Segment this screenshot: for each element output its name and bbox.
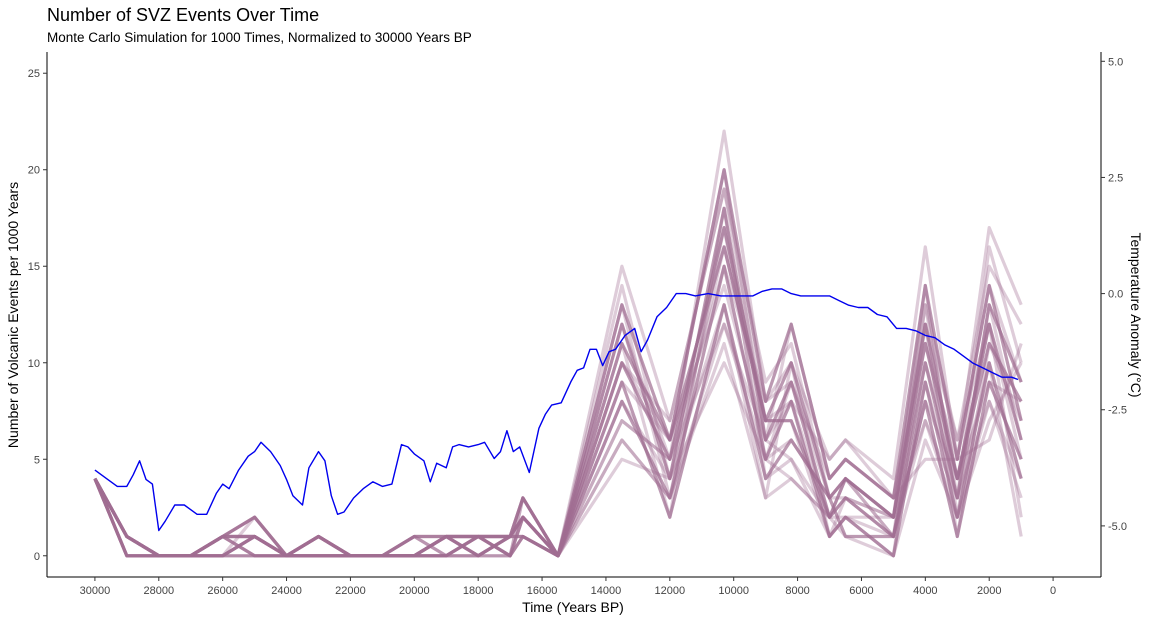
x-tick-label: 14000	[591, 585, 622, 597]
temperature-line	[94, 288, 1019, 532]
x-tick-label: 0	[1050, 585, 1056, 597]
y-tick-label: 10	[28, 358, 40, 370]
event-series-line	[93, 303, 1023, 558]
x-tick-label: 22000	[335, 585, 366, 597]
axes: 30000 28000 26000 24000 22000 20000 18000 16000…	[28, 52, 1127, 597]
event-series-line	[93, 245, 1023, 558]
y-tick-label: 15	[28, 261, 40, 273]
plot-area	[93, 129, 1023, 558]
event-series-line	[93, 168, 1023, 558]
x-tick-label: 6000	[849, 585, 873, 597]
y2-tick-label: -2.5	[1108, 405, 1127, 417]
event-series-line	[93, 264, 1023, 558]
y-tick-label: 5	[34, 454, 40, 466]
event-series-line	[93, 245, 1023, 558]
chart-title: Number of SVZ Events Over Time	[47, 5, 319, 25]
y-tick-label: 20	[28, 165, 40, 177]
event-series-line	[93, 322, 1023, 558]
event-series-line	[93, 168, 1023, 558]
x-tick-label: 16000	[527, 585, 558, 597]
event-series-line	[93, 206, 1023, 558]
event-series-line	[93, 283, 1023, 558]
event-series-line	[93, 226, 1023, 558]
x-tick-label: 12000	[655, 585, 686, 597]
x-tick-label: 4000	[913, 585, 937, 597]
x-tick-label: 20000	[399, 585, 430, 597]
y2-tick-label: 5.0	[1108, 56, 1123, 68]
event-series-line	[93, 187, 1023, 558]
event-series-line	[93, 129, 1023, 558]
event-series-line	[93, 245, 1023, 558]
x-tick-label: 28000	[143, 585, 174, 597]
x-tick-label: 24000	[271, 585, 302, 597]
y-tick-label: 0	[34, 551, 40, 563]
y2-tick-label: -5.0	[1108, 521, 1127, 533]
y2-axis-title: Temperature Anomaly (°C)	[1128, 232, 1144, 397]
x-axis-title: Time (Years BP)	[522, 599, 624, 615]
x-tick-label: 18000	[463, 585, 494, 597]
x-tick-label: 10000	[718, 585, 749, 597]
x-tick-label: 30000	[80, 585, 111, 597]
event-series-line	[93, 322, 1023, 558]
chart-subtitle: Monte Carlo Simulation for 1000 Times, N…	[47, 30, 472, 45]
x-tick-label: 8000	[785, 585, 809, 597]
y-tick-label: 25	[28, 68, 40, 80]
event-series-line	[93, 341, 1023, 558]
event-series-line	[93, 342, 1023, 558]
event-series-line	[93, 187, 1023, 558]
y-axis-title: Number of Volcanic Events per 1000 Years	[5, 182, 21, 448]
x-tick-label: 26000	[207, 585, 238, 597]
x-tick-label: 2000	[977, 585, 1001, 597]
event-series-line	[93, 206, 1023, 558]
y2-tick-label: 2.5	[1108, 172, 1123, 184]
y2-tick-label: 0.0	[1108, 289, 1123, 301]
